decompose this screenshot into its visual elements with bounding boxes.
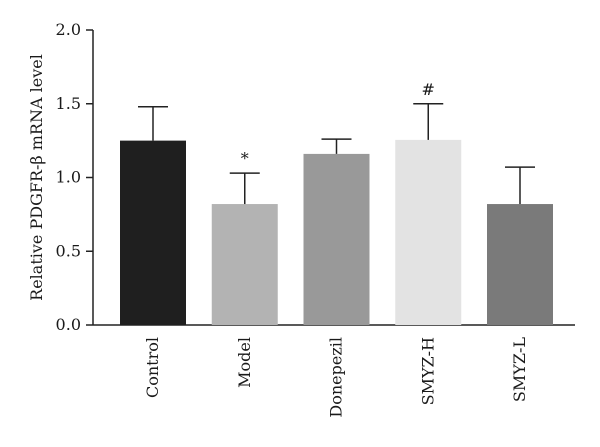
category-label: Donepezil [327,337,346,418]
category-label: SMYZ-H [418,337,437,405]
y-tick-label: 1.5 [56,94,81,113]
y-tick-label: 0.0 [56,315,81,334]
bar-smyz-h [395,139,462,325]
significance-mark: # [422,80,435,99]
bar-control [120,140,186,325]
bar-donepezil [303,153,370,325]
category-label: SMYZ-L [510,337,529,402]
bar-model [211,204,278,325]
y-axis-title: Relative PDGFR-β mRNA level [27,54,46,301]
significance-mark: * [241,149,249,168]
y-tick-label: 1.0 [56,168,81,187]
category-label: Model [235,337,254,388]
y-tick-label: 2.0 [56,20,81,39]
y-tick-label: 0.5 [56,241,81,260]
category-label: Control [143,337,162,398]
bar-smyz-l [487,204,553,325]
